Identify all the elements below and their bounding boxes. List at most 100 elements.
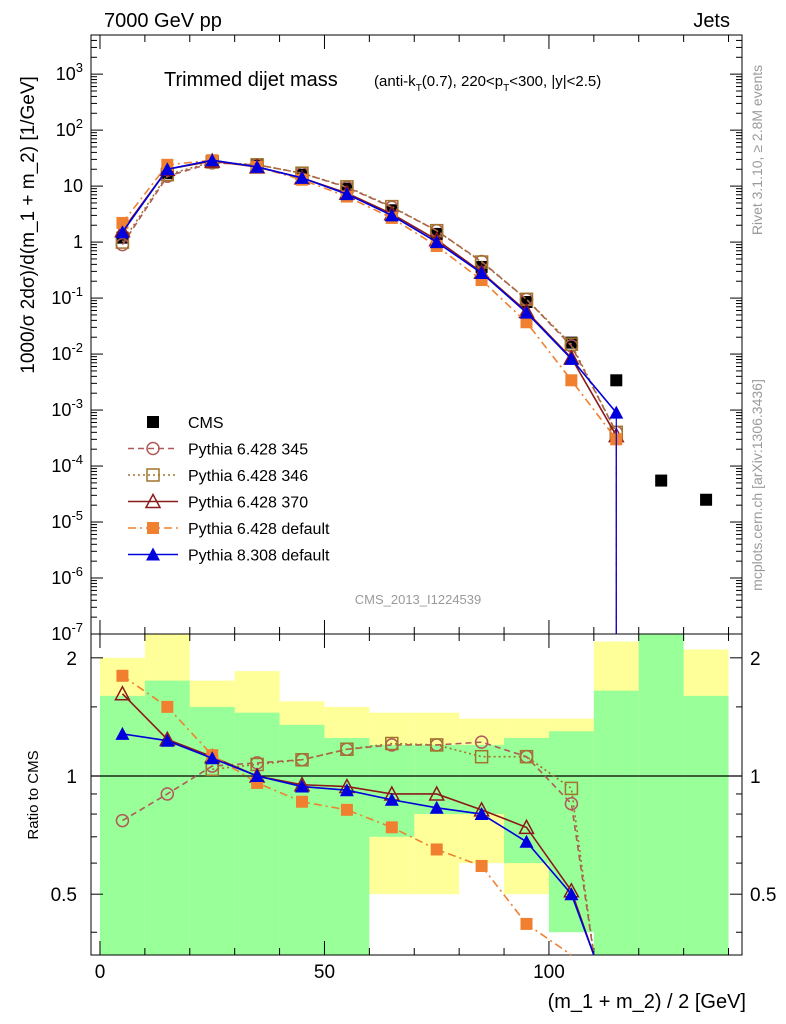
- uncertainty-bands: [99, 634, 729, 955]
- y-tick-label: 1: [73, 232, 83, 252]
- main-data-point: [339, 187, 354, 201]
- ratio-data-point: [385, 821, 398, 834]
- y-tick-label: 10-5: [51, 508, 83, 532]
- ratio-data-point: [205, 751, 220, 765]
- legend-item-pythia-6-428-345: Pythia 6.428 345: [128, 442, 308, 459]
- ratio-data-point: [519, 749, 534, 764]
- main-series-line: [121, 159, 617, 414]
- legend-marker: [146, 547, 160, 561]
- y-tick-label: 10-3: [51, 396, 83, 420]
- legend-label: Pythia 6.428 370: [188, 495, 308, 512]
- y-tick-label: 10-4: [51, 452, 83, 476]
- main-data-point: [384, 208, 399, 222]
- ratio-data-point: [520, 917, 533, 930]
- main-data-point: [610, 374, 623, 387]
- ratio-data-point: [115, 813, 130, 828]
- ratio-plot-frame: [90, 633, 743, 956]
- ratio-series-line: [122, 733, 595, 956]
- legend-item-pythia-6-428-346: Pythia 6.428 346: [128, 468, 308, 485]
- green-band-bin: [638, 634, 684, 955]
- main-data-point: [115, 225, 130, 239]
- y-tick-label: 10-6: [51, 564, 83, 588]
- ratio-data-point: [564, 887, 579, 901]
- energy-label: 7000 GeV pp: [104, 10, 222, 32]
- ratio-data-point: [160, 733, 175, 747]
- y-axis-label-bottom: Ratio to CMS: [25, 750, 42, 839]
- main-data-point: [160, 162, 175, 176]
- ratio-data-point: [114, 685, 131, 701]
- x-axis-label: (m_1 + m_2) / 2 [GeV]: [548, 991, 746, 1013]
- ratio-data-point: [339, 783, 354, 797]
- y-tick-label: 103: [56, 60, 83, 84]
- green-band-bin: [324, 737, 370, 955]
- ratio-data-point: [250, 769, 265, 783]
- ratio-tick-label: 0.5: [51, 885, 77, 906]
- ratio-data-point: [296, 795, 309, 808]
- legend-label: Pythia 6.428 default: [188, 521, 330, 538]
- ratio-data-point: [340, 742, 354, 756]
- plot-title: Trimmed dijet mass: [164, 69, 338, 91]
- ratio-tick-label: 2: [66, 649, 77, 670]
- series-layer: [114, 152, 713, 956]
- ratio-series-line: [212, 742, 595, 956]
- ratio-tick-label: 1: [66, 767, 77, 788]
- ratio-series-pythia-8-308-default: [115, 726, 595, 956]
- ratio-data-point: [116, 669, 129, 682]
- main-series-line: [121, 159, 617, 440]
- x-tick-label: 0: [95, 962, 106, 983]
- ratio-tick-label: 2: [750, 649, 761, 670]
- legend-label: CMS: [188, 415, 224, 432]
- y-tick-label: 10-7: [51, 620, 83, 644]
- y-tick-label: 10-2: [51, 340, 83, 364]
- ratio-tick-label: 1: [750, 767, 761, 788]
- main-plot-frame: [90, 34, 743, 635]
- ratio-data-point: [160, 787, 175, 801]
- x-tick-label: 50: [314, 962, 335, 983]
- green-band-bin: [234, 712, 280, 955]
- ratio-data-point: [295, 779, 310, 793]
- main-data-point: [205, 153, 220, 167]
- legend-item-pythia-8-308-default: Pythia 8.308 default: [128, 547, 330, 565]
- legend-marker: [147, 522, 159, 534]
- ratio-data-point: [429, 800, 444, 814]
- main-series-line: [121, 161, 618, 433]
- ratio-data-point: [564, 781, 579, 796]
- ratio-tick-label: 0.5: [750, 885, 776, 906]
- main-series-line: [121, 162, 617, 433]
- main-data-point: [519, 305, 534, 319]
- ratio-data-point: [564, 796, 579, 811]
- ratio-data-point: [384, 792, 399, 806]
- ratio-data-point: [161, 700, 174, 713]
- ratio-data-point: [430, 843, 443, 856]
- main-data-point: [700, 493, 713, 506]
- green-band-bin: [683, 695, 729, 955]
- ratio-data-point: [429, 738, 444, 752]
- legend-marker: [146, 468, 160, 482]
- y-tick-label: 102: [56, 116, 83, 140]
- ratio-data-point: [295, 753, 309, 767]
- legend-item-pythia-6-428-370: Pythia 6.428 370: [128, 492, 308, 512]
- green-band-bin: [593, 690, 639, 955]
- green-band-bin: [279, 724, 325, 955]
- ratio-data-point: [474, 735, 489, 749]
- legend-marker: [144, 492, 162, 509]
- ratio-data-point: [474, 749, 489, 764]
- plot-subtitle: (anti-kT(0.7), 220<pT<300, |y|<2.5): [374, 73, 601, 94]
- main-data-point: [609, 405, 624, 419]
- ratio-series-pythia-6-428-346: [205, 736, 595, 956]
- y-tick-label: 10: [63, 176, 83, 196]
- main-data-point: [474, 266, 489, 280]
- ratio-series-line: [121, 675, 572, 956]
- ratio-series-pythia-6-428-default: [116, 669, 572, 956]
- ratio-data-point: [519, 834, 534, 848]
- mcplots-source-label: mcplots.cern.ch [arXiv:1306.3436]: [749, 379, 765, 591]
- main-data-point: [116, 216, 129, 229]
- jets-label: Jets: [693, 10, 730, 32]
- main-data-point: [250, 159, 265, 173]
- ratio-data-point: [474, 807, 489, 821]
- ratio-data-point: [340, 803, 353, 816]
- y-axis-label-top: 1000/σ 2dσ)/d(m_1 + m_2) [1/GeV]: [18, 76, 39, 374]
- legend-marker: [147, 416, 159, 428]
- main-data-point: [565, 336, 578, 349]
- ratio-data-point: [428, 785, 445, 801]
